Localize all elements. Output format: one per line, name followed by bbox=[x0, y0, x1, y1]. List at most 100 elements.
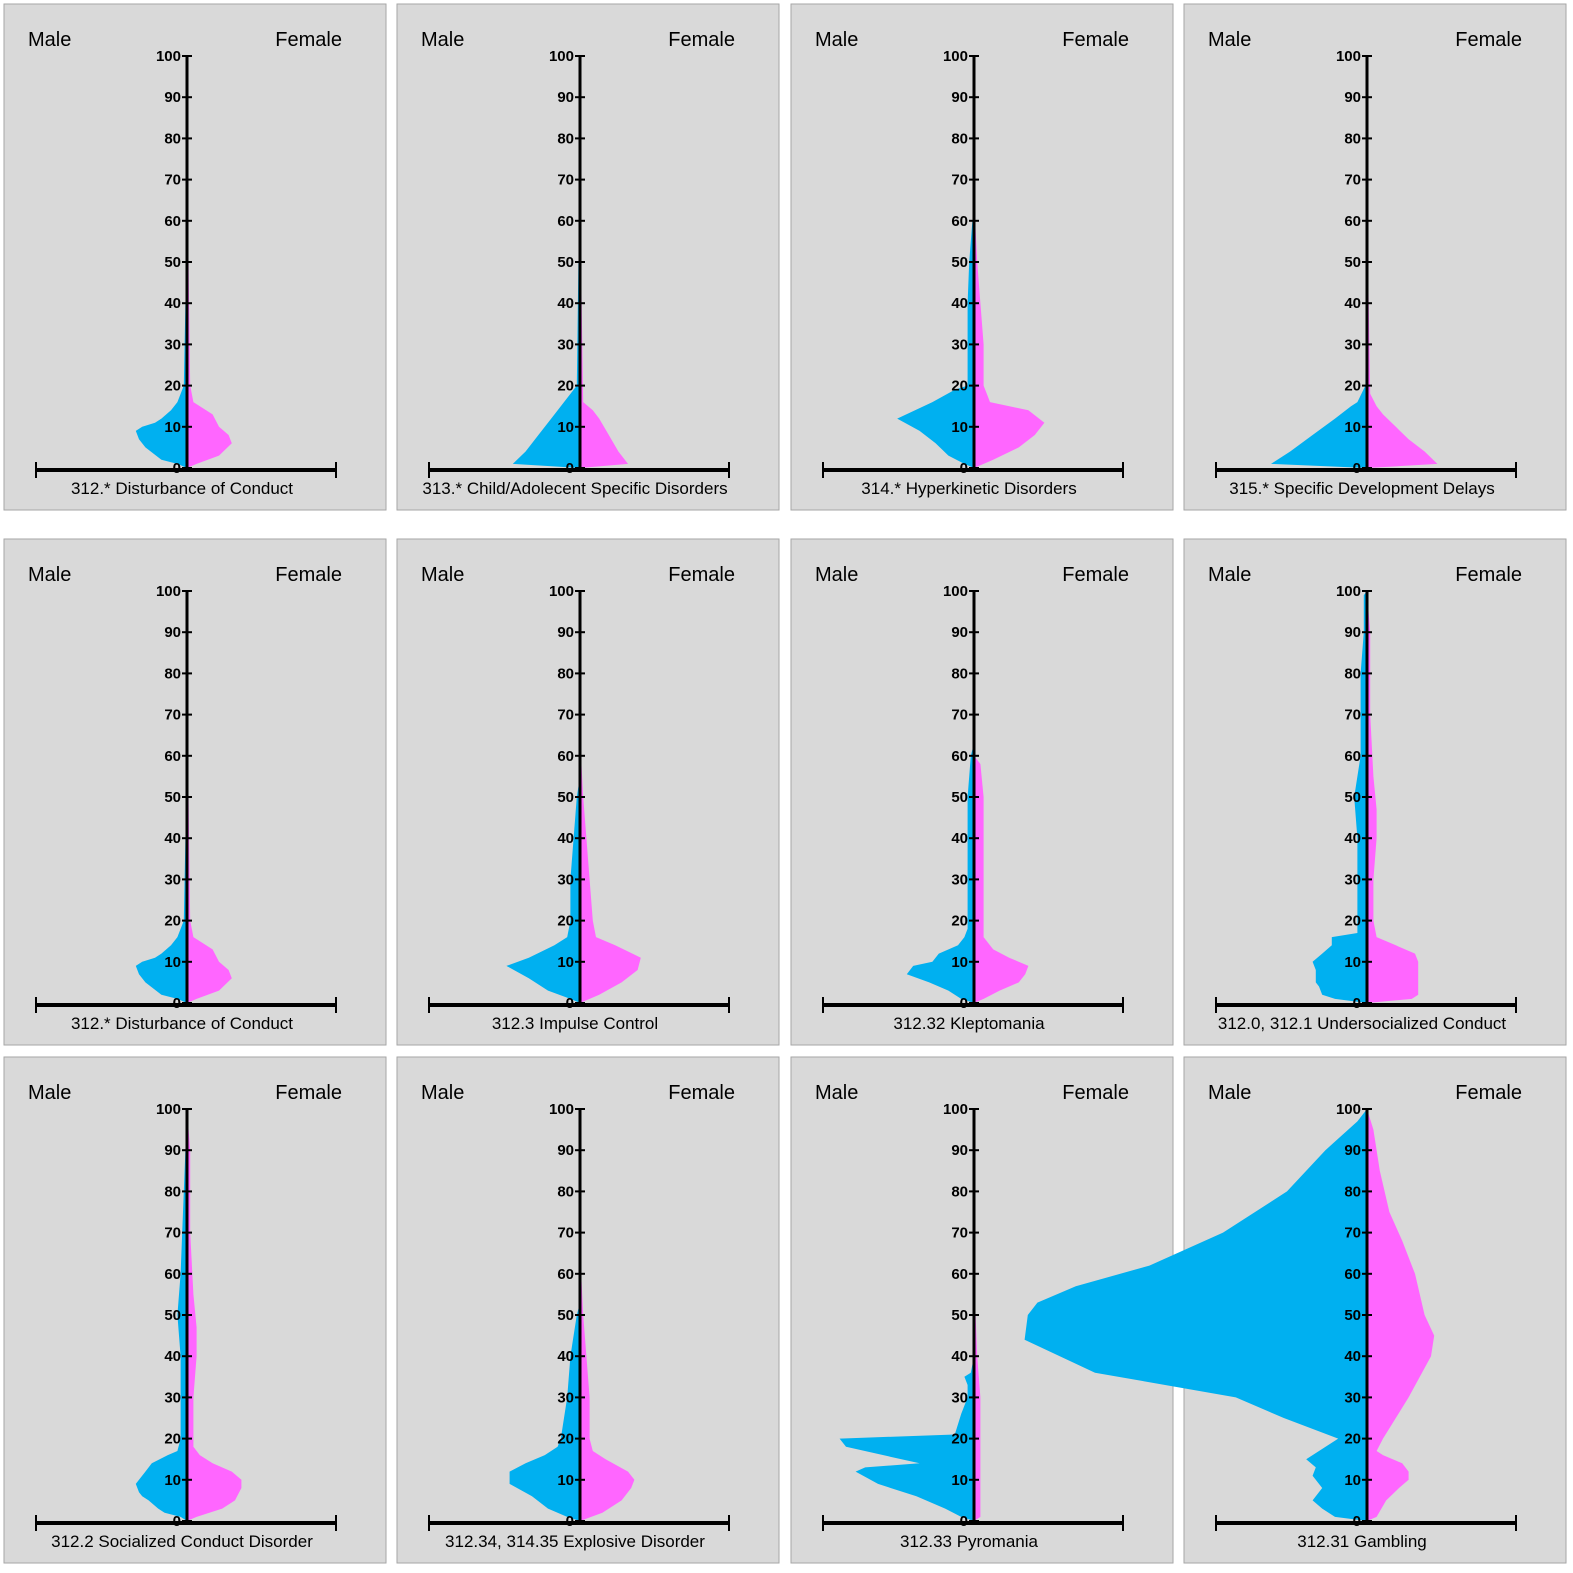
male-label: Male bbox=[28, 564, 71, 586]
y-tick-label: 0 bbox=[960, 995, 968, 1012]
y-tick-label: 70 bbox=[951, 1225, 968, 1242]
y-tick-label: 30 bbox=[1344, 1389, 1361, 1406]
y-tick-label: 60 bbox=[164, 748, 181, 765]
y-tick-label: 20 bbox=[951, 1431, 968, 1448]
female-area bbox=[974, 755, 1029, 1003]
male-area bbox=[1312, 591, 1367, 1003]
y-tick-label: 10 bbox=[557, 954, 574, 971]
female-label: Female bbox=[1455, 1082, 1522, 1104]
y-tick-label: 90 bbox=[164, 89, 181, 106]
y-tick-label: 10 bbox=[951, 419, 968, 436]
y-tick-label: 20 bbox=[557, 913, 574, 930]
y-tick-label: 30 bbox=[557, 871, 574, 888]
y-tick-label: 80 bbox=[951, 1183, 968, 1200]
chart-panel: 0 10 20 30 40 50 60 70 80 90 100 Male Female 314.* Hy… bbox=[790, 3, 1174, 511]
chart-title: 312.31 Gambling bbox=[1297, 1532, 1426, 1551]
female-area bbox=[1367, 1109, 1435, 1521]
y-tick-label: 20 bbox=[164, 913, 181, 930]
female-label: Female bbox=[1455, 564, 1522, 586]
chart-panel: 0 10 20 30 40 50 60 70 80 90 100 Male Female 312.* Di… bbox=[3, 3, 387, 511]
chart-panel: 0 10 20 30 40 50 60 70 80 90 100 Male Female 312.2 So… bbox=[3, 1056, 387, 1564]
y-tick-label: 30 bbox=[951, 871, 968, 888]
female-area bbox=[974, 220, 1045, 468]
y-tick-label: 10 bbox=[557, 1472, 574, 1489]
y-tick-label: 20 bbox=[557, 1431, 574, 1448]
y-tick-label: 70 bbox=[951, 172, 968, 189]
y-tick-label: 30 bbox=[164, 1389, 181, 1406]
y-tick-label: 50 bbox=[1344, 1307, 1361, 1324]
y-tick-label: 20 bbox=[1344, 378, 1361, 395]
y-tick-label: 0 bbox=[173, 460, 181, 477]
chart-panel: 0 10 20 30 40 50 60 70 80 90 100 Male Female 312.34, … bbox=[396, 1056, 780, 1564]
y-tick-label: 40 bbox=[557, 1348, 574, 1365]
y-tick-label: 60 bbox=[557, 748, 574, 765]
y-tick-label: 0 bbox=[173, 1513, 181, 1530]
female-label: Female bbox=[668, 1082, 735, 1104]
y-tick-label: 20 bbox=[164, 1431, 181, 1448]
y-tick-label: 30 bbox=[951, 1389, 968, 1406]
y-tick-label: 100 bbox=[943, 583, 968, 600]
y-tick-label: 30 bbox=[951, 336, 968, 353]
chart-title: 313.* Child/Adolecent Specific Disorders bbox=[422, 479, 727, 498]
y-tick-label: 40 bbox=[951, 295, 968, 312]
chart-panel: 0 10 20 30 40 50 60 70 80 90 100 Male Female 312.31 G… bbox=[1024, 1056, 1567, 1564]
y-tick-label: 20 bbox=[951, 378, 968, 395]
y-tick-label: 50 bbox=[164, 789, 181, 806]
y-tick-label: 80 bbox=[557, 130, 574, 147]
y-tick-label: 40 bbox=[951, 830, 968, 847]
male-label: Male bbox=[815, 29, 858, 51]
y-tick-label: 10 bbox=[1344, 419, 1361, 436]
y-tick-label: 60 bbox=[951, 213, 968, 230]
y-tick-label: 0 bbox=[566, 995, 574, 1012]
y-tick-label: 40 bbox=[164, 1348, 181, 1365]
y-tick-label: 90 bbox=[557, 89, 574, 106]
chart-title: 312.3 Impulse Control bbox=[492, 1014, 658, 1033]
y-tick-label: 100 bbox=[156, 1101, 181, 1118]
y-tick-label: 70 bbox=[164, 1225, 181, 1242]
y-tick-label: 50 bbox=[951, 789, 968, 806]
y-tick-label: 50 bbox=[1344, 254, 1361, 271]
y-tick-label: 20 bbox=[1344, 913, 1361, 930]
y-tick-label: 40 bbox=[164, 295, 181, 312]
male-area bbox=[135, 817, 187, 1003]
y-tick-label: 10 bbox=[1344, 1472, 1361, 1489]
y-tick-label: 100 bbox=[156, 583, 181, 600]
y-tick-label: 60 bbox=[557, 1266, 574, 1283]
y-tick-label: 40 bbox=[557, 830, 574, 847]
y-tick-label: 100 bbox=[549, 1101, 574, 1118]
y-tick-label: 80 bbox=[1344, 1183, 1361, 1200]
y-tick-label: 10 bbox=[1344, 954, 1361, 971]
female-area bbox=[1367, 591, 1419, 1003]
male-area bbox=[506, 776, 580, 1003]
y-tick-label: 60 bbox=[164, 1266, 181, 1283]
chart-panel: 0 10 20 30 40 50 60 70 80 90 100 Male Female 312.32 K… bbox=[790, 538, 1174, 1046]
male-area bbox=[897, 216, 974, 468]
y-tick-label: 10 bbox=[164, 954, 181, 971]
y-tick-label: 20 bbox=[557, 378, 574, 395]
female-area bbox=[580, 1273, 635, 1521]
female-area bbox=[187, 1109, 242, 1521]
y-tick-label: 80 bbox=[1344, 130, 1361, 147]
chart-title: 312.34, 314.35 Explosive Disorder bbox=[445, 1532, 705, 1551]
male-area bbox=[906, 743, 974, 1003]
y-tick-label: 50 bbox=[557, 1307, 574, 1324]
y-tick-label: 70 bbox=[164, 172, 181, 189]
y-tick-label: 80 bbox=[951, 130, 968, 147]
y-tick-label: 20 bbox=[951, 913, 968, 930]
chart-title: 312.0, 312.1 Undersocialized Conduct bbox=[1218, 1014, 1507, 1033]
y-tick-label: 60 bbox=[951, 748, 968, 765]
y-tick-label: 80 bbox=[557, 1183, 574, 1200]
chart-panel: 0 10 20 30 40 50 60 70 80 90 100 Male Female 312.* Di… bbox=[3, 538, 387, 1046]
y-tick-label: 70 bbox=[557, 1225, 574, 1242]
y-tick-label: 10 bbox=[951, 1472, 968, 1489]
y-tick-label: 50 bbox=[951, 254, 968, 271]
y-tick-label: 80 bbox=[557, 665, 574, 682]
y-tick-label: 0 bbox=[173, 995, 181, 1012]
female-label: Female bbox=[1062, 29, 1129, 51]
y-tick-label: 70 bbox=[951, 707, 968, 724]
female-area bbox=[974, 1294, 981, 1521]
male-area bbox=[839, 1356, 974, 1521]
y-tick-label: 100 bbox=[1336, 1101, 1361, 1118]
y-tick-label: 40 bbox=[557, 295, 574, 312]
male-label: Male bbox=[1208, 1082, 1251, 1104]
